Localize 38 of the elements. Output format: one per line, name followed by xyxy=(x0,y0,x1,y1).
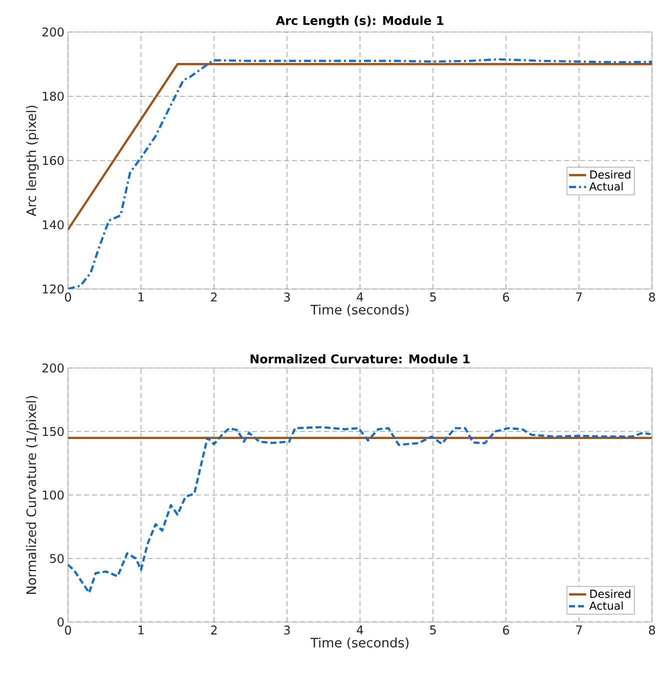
x-tick-label: 5 xyxy=(430,626,436,634)
chart-title: Normalized Curvature: Module 1 xyxy=(250,354,470,364)
x-tick-label: 7 xyxy=(576,626,582,634)
y-tick-label: 150 xyxy=(42,426,64,436)
y-tick-label: 100 xyxy=(42,490,64,500)
x-axis-title: Time (seconds) xyxy=(310,304,408,316)
x-tick-label: 4 xyxy=(356,292,364,302)
y-axis-title: Normalized Curvature (1/pixel) xyxy=(26,396,39,594)
x-tick-label: 1 xyxy=(138,292,144,302)
x-tick-label: 6 xyxy=(502,292,510,302)
y-tick-label: 0 xyxy=(58,617,64,627)
x-tick-label: 8 xyxy=(648,626,655,635)
legend-label: Actual xyxy=(589,601,623,610)
x-tick-label: 7 xyxy=(576,292,582,302)
x-tick-label: 6 xyxy=(502,626,510,635)
chart-title: Arc Length (s): Module 1 xyxy=(276,16,444,28)
x-tick-label: 5 xyxy=(430,292,436,302)
x-tick-label: 1 xyxy=(138,626,144,634)
y-tick-label: 180 xyxy=(42,92,64,101)
y-tick-label: 200 xyxy=(42,27,64,37)
y-tick-label: 50 xyxy=(50,554,64,564)
legend-label: Desired xyxy=(590,170,630,179)
legend-label: Desired xyxy=(590,589,630,598)
y-tick-label: 200 xyxy=(42,363,64,373)
x-tick-label: 4 xyxy=(356,626,364,634)
x-tick-label: 0 xyxy=(64,292,71,302)
y-axis-title: Arc length (pixel) xyxy=(26,106,39,216)
legend-label: Actual xyxy=(589,182,623,191)
x-tick-label: 3 xyxy=(284,292,290,302)
y-tick-label: 140 xyxy=(42,220,64,230)
x-tick-label: 8 xyxy=(648,292,655,302)
x-tick-label: 2 xyxy=(211,292,217,302)
x-tick-label: 3 xyxy=(284,626,290,635)
x-tick-label: 2 xyxy=(211,626,217,634)
y-tick-label: 160 xyxy=(42,156,64,166)
x-axis-title: Time (seconds) xyxy=(310,637,408,650)
x-tick-label: 0 xyxy=(64,626,71,635)
y-tick-label: 120 xyxy=(42,284,64,294)
